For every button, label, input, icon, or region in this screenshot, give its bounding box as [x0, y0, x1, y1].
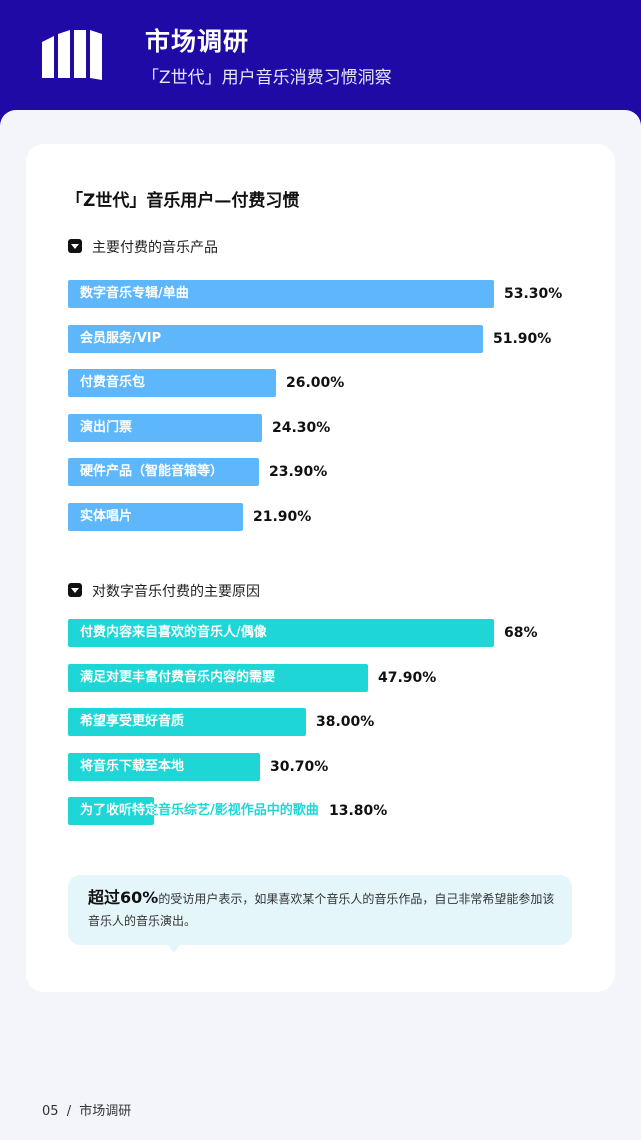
- bar-category-label: 实体唱片: [80, 508, 133, 524]
- bar-category-label: 为了收听特定音乐综艺/影视作品中的歌曲: [80, 797, 319, 825]
- bar-value-label: 24.30%: [272, 419, 331, 436]
- bar-category-label: 付费音乐包: [80, 375, 146, 390]
- bar: [68, 458, 259, 486]
- brand-logo-icon: [42, 30, 102, 80]
- bar: [68, 413, 262, 442]
- callout-tail: [168, 945, 180, 953]
- bar-value-label: 13.80%: [329, 803, 388, 819]
- bar-category-label: 希望享受更好音质: [80, 714, 185, 729]
- callout-highlight: 超过60%: [88, 888, 159, 907]
- header-subtitle: 「Z世代」用户音乐消费习惯洞察: [142, 68, 392, 88]
- bar: [68, 797, 154, 825]
- page-header: 市场调研 「Z世代」用户音乐消费习惯洞察: [0, 0, 641, 130]
- bar-value-label: 23.90%: [269, 464, 328, 480]
- page-footer: 05 / 市场调研: [42, 1100, 131, 1119]
- bar: [68, 619, 494, 647]
- callout-note: 超过60%的受访用户表示，如果喜欢某个音乐人的音乐作品，自己非常希望能参加该音乐…: [68, 875, 572, 953]
- bar-category-label: 数字音乐专辑/单曲: [80, 286, 189, 301]
- bar-category-label: 将音乐下载至本地: [80, 758, 185, 774]
- bar-value-label: 26.00%: [286, 375, 345, 391]
- card-title: 「Z世代」音乐用户—付费习惯: [66, 191, 300, 211]
- bar: [68, 708, 306, 736]
- bar: [68, 369, 276, 397]
- bar-value-label: 30.70%: [270, 758, 329, 775]
- callout-text: 超过60%的受访用户表示，如果喜欢某个音乐人的音乐作品，自己非常希望能参加该音乐…: [88, 887, 558, 932]
- bar-value-label: 68%: [504, 625, 538, 641]
- footer-label: 市场调研: [79, 1104, 132, 1119]
- bar-value-label: 38.00%: [316, 714, 375, 730]
- bar-category-label: 付费内容来自喜欢的音乐人/偶像: [80, 625, 267, 640]
- callout-body: 的受访用户表示，如果喜欢某个音乐人的音乐作品，自己非常希望能参加该音乐人的音乐演…: [88, 892, 555, 928]
- bar-value-label: 53.30%: [504, 286, 563, 302]
- bar-category-label: 演出门票: [80, 419, 133, 435]
- bar: [68, 280, 494, 308]
- section-title: 对数字音乐付费的主要原因: [92, 584, 260, 600]
- content-card: 「Z世代」音乐用户—付费习惯 主要付费的音乐产品 数字音乐专辑/单曲 53.30%…: [26, 144, 615, 992]
- header-title: 市场调研: [145, 27, 250, 56]
- bar-category-label: 满足对更丰富付费音乐内容的需要: [80, 669, 276, 685]
- bar-value-label: 47.90%: [378, 669, 437, 686]
- dropdown-marker-icon: [68, 583, 82, 597]
- bar: [68, 752, 260, 781]
- bar: [68, 502, 243, 531]
- bar-value-label: 51.90%: [493, 330, 552, 347]
- footer-separator: /: [66, 1104, 72, 1119]
- page-number: 05: [42, 1104, 59, 1119]
- bar-category-label: 会员服务/VIP: [80, 330, 162, 346]
- bar-value-label: 21.90%: [253, 508, 312, 525]
- bar: [68, 324, 483, 353]
- bar: [68, 663, 368, 692]
- section-title: 主要付费的音乐产品: [92, 240, 218, 256]
- dropdown-marker-icon: [68, 239, 82, 253]
- bar-category-label: 硬件产品（智能音箱等）: [80, 464, 224, 479]
